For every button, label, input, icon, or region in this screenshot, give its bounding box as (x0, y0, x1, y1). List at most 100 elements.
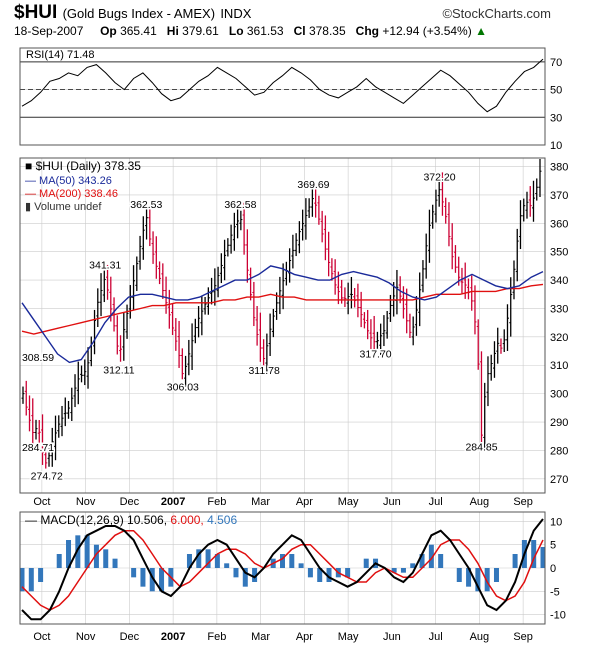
macd-histogram-bar (307, 568, 313, 578)
change-value: +12.94 (+3.54%) (382, 24, 472, 38)
price-annotation: 372.20 (423, 172, 455, 184)
macd-histogram-bar (410, 563, 416, 568)
quote-line: 18-Sep-2007 Op 365.41 Hi 379.61 Lo 361.5… (14, 24, 487, 38)
price-annotation: 362.58 (224, 199, 256, 211)
macd-histogram-bar (438, 554, 444, 568)
ma200-legend: — MA(200) 338.46 (25, 188, 118, 200)
price-x-tick-label: Sep (513, 496, 533, 508)
price-annotation: 284.71 (22, 442, 54, 454)
rsi-y-tick-label: 70 (550, 57, 562, 69)
macd-x-tick-label: Jun (383, 631, 401, 643)
price-annotation: 341.31 (89, 259, 121, 271)
macd-x-tick-label: Dec (120, 631, 140, 643)
macd-histogram-bar (242, 568, 248, 587)
macd-histogram-bar (391, 568, 397, 573)
macd-histogram-bar (233, 568, 239, 578)
macd-y-tick-label: 0 (550, 563, 556, 575)
macd-x-tick-label: Feb (207, 631, 226, 643)
macd-histogram-bar (19, 568, 25, 592)
price-y-tick-label: 290 (550, 417, 568, 429)
macd-x-tick-label: Nov (76, 631, 96, 643)
price-annotation: 306.03 (167, 382, 199, 394)
price-x-tick-label: Dec (120, 496, 140, 508)
macd-histogram-bar (28, 568, 34, 592)
macd-histogram-bar (149, 568, 155, 592)
ma200-line (21, 283, 544, 335)
macd-histogram-bar (512, 554, 518, 568)
price-y-tick-label: 320 (550, 332, 568, 344)
macd-histogram-bar (540, 547, 546, 568)
macd-title-part: 6.000, (170, 513, 207, 527)
index-name: (Gold Bugs Index - AMEX) (62, 6, 216, 21)
macd-histogram-bar (298, 563, 304, 568)
price-y-tick-label: 350 (550, 247, 568, 259)
macd-histogram-bar (186, 554, 192, 568)
rsi-line (21, 58, 544, 113)
close-label: Cl (293, 24, 306, 38)
macd-histogram-bar (103, 549, 109, 568)
price-x-tick-label: Mar (251, 496, 270, 508)
price-annotation: 362.53 (130, 199, 162, 211)
price-y-tick-label: 360 (550, 218, 568, 230)
price-panel-frame (19, 157, 546, 494)
price-y-tick-label: 280 (550, 445, 568, 457)
macd-histogram-bar (196, 549, 202, 568)
macd-line (21, 518, 544, 621)
macd-y-tick-label: 10 (550, 516, 562, 528)
macd-histogram-bar (317, 568, 323, 582)
macd-y-tick-label: -10 (550, 610, 566, 622)
low-label: Lo (228, 24, 244, 38)
open-label: Op (100, 24, 117, 38)
price-annotation: 369.69 (297, 179, 329, 191)
up-arrow-icon: ▲ (475, 24, 487, 38)
macd-histogram-bar (428, 544, 434, 568)
macd-histogram-bar (224, 563, 230, 568)
rsi-panel-frame (19, 47, 546, 146)
brand-text: ©StockCharts.com (442, 6, 551, 21)
macd-x-tick-label: Apr (296, 631, 313, 643)
macd-histogram-bar (419, 554, 425, 568)
close-value: 378.35 (308, 24, 346, 38)
price-annotation: 274.72 (31, 470, 63, 482)
macd-histogram-bar (131, 568, 137, 578)
macd-histogram-bar (38, 568, 44, 582)
macd-histogram-bar (205, 549, 211, 568)
macd-title-part: 10.506, (127, 513, 170, 527)
stockcharts-brand: ©StockCharts.com (442, 6, 551, 21)
rsi-y-tick-label: 50 (550, 85, 562, 97)
macd-histogram-bar (466, 568, 472, 587)
price-panel-title: ■ $HUI (Daily) 378.35 (25, 159, 141, 173)
macd-histogram-bar (66, 540, 72, 568)
macd-histogram-bar (75, 535, 81, 568)
open-value: 365.41 (120, 24, 157, 38)
price-y-tick-label: 340 (550, 275, 568, 287)
price-x-tick-label: Nov (76, 496, 96, 508)
macd-title-part: — MACD(12,26,9) (25, 513, 127, 527)
macd-x-tick-label: Sep (513, 631, 533, 643)
price-annotation: 317.70 (360, 348, 392, 360)
price-y-tick-label: 300 (550, 389, 568, 401)
price-y-tick-label: 310 (550, 360, 568, 372)
quote-date: 18-Sep-2007 (14, 24, 84, 38)
rsi-y-tick-label: 10 (550, 140, 562, 152)
macd-histogram-bar (84, 535, 90, 568)
macd-histogram-bar (475, 568, 481, 592)
macd-histogram-bar (93, 544, 99, 568)
macd-histogram-bar (456, 568, 462, 582)
macd-histogram-bar (363, 558, 369, 568)
price-x-tick-label: Jun (383, 496, 401, 508)
macd-histogram-bar (56, 554, 62, 568)
macd-histogram-bar (280, 554, 285, 568)
ma50-legend: — MA(50) 343.26 (25, 175, 112, 187)
macd-histogram-bar (493, 568, 499, 582)
macd-histogram-bar (345, 568, 351, 578)
macd-x-tick-label: 2007 (161, 631, 185, 643)
exchange: INDX (220, 6, 252, 21)
price-x-tick-label: Aug (470, 496, 490, 508)
macd-panel-frame (19, 511, 546, 625)
rsi-title: RSI(14) 71.48 (26, 49, 94, 61)
price-y-tick-label: 330 (550, 303, 568, 315)
macd-x-tick-label: Mar (251, 631, 270, 643)
price-y-tick-label: 270 (550, 474, 568, 486)
